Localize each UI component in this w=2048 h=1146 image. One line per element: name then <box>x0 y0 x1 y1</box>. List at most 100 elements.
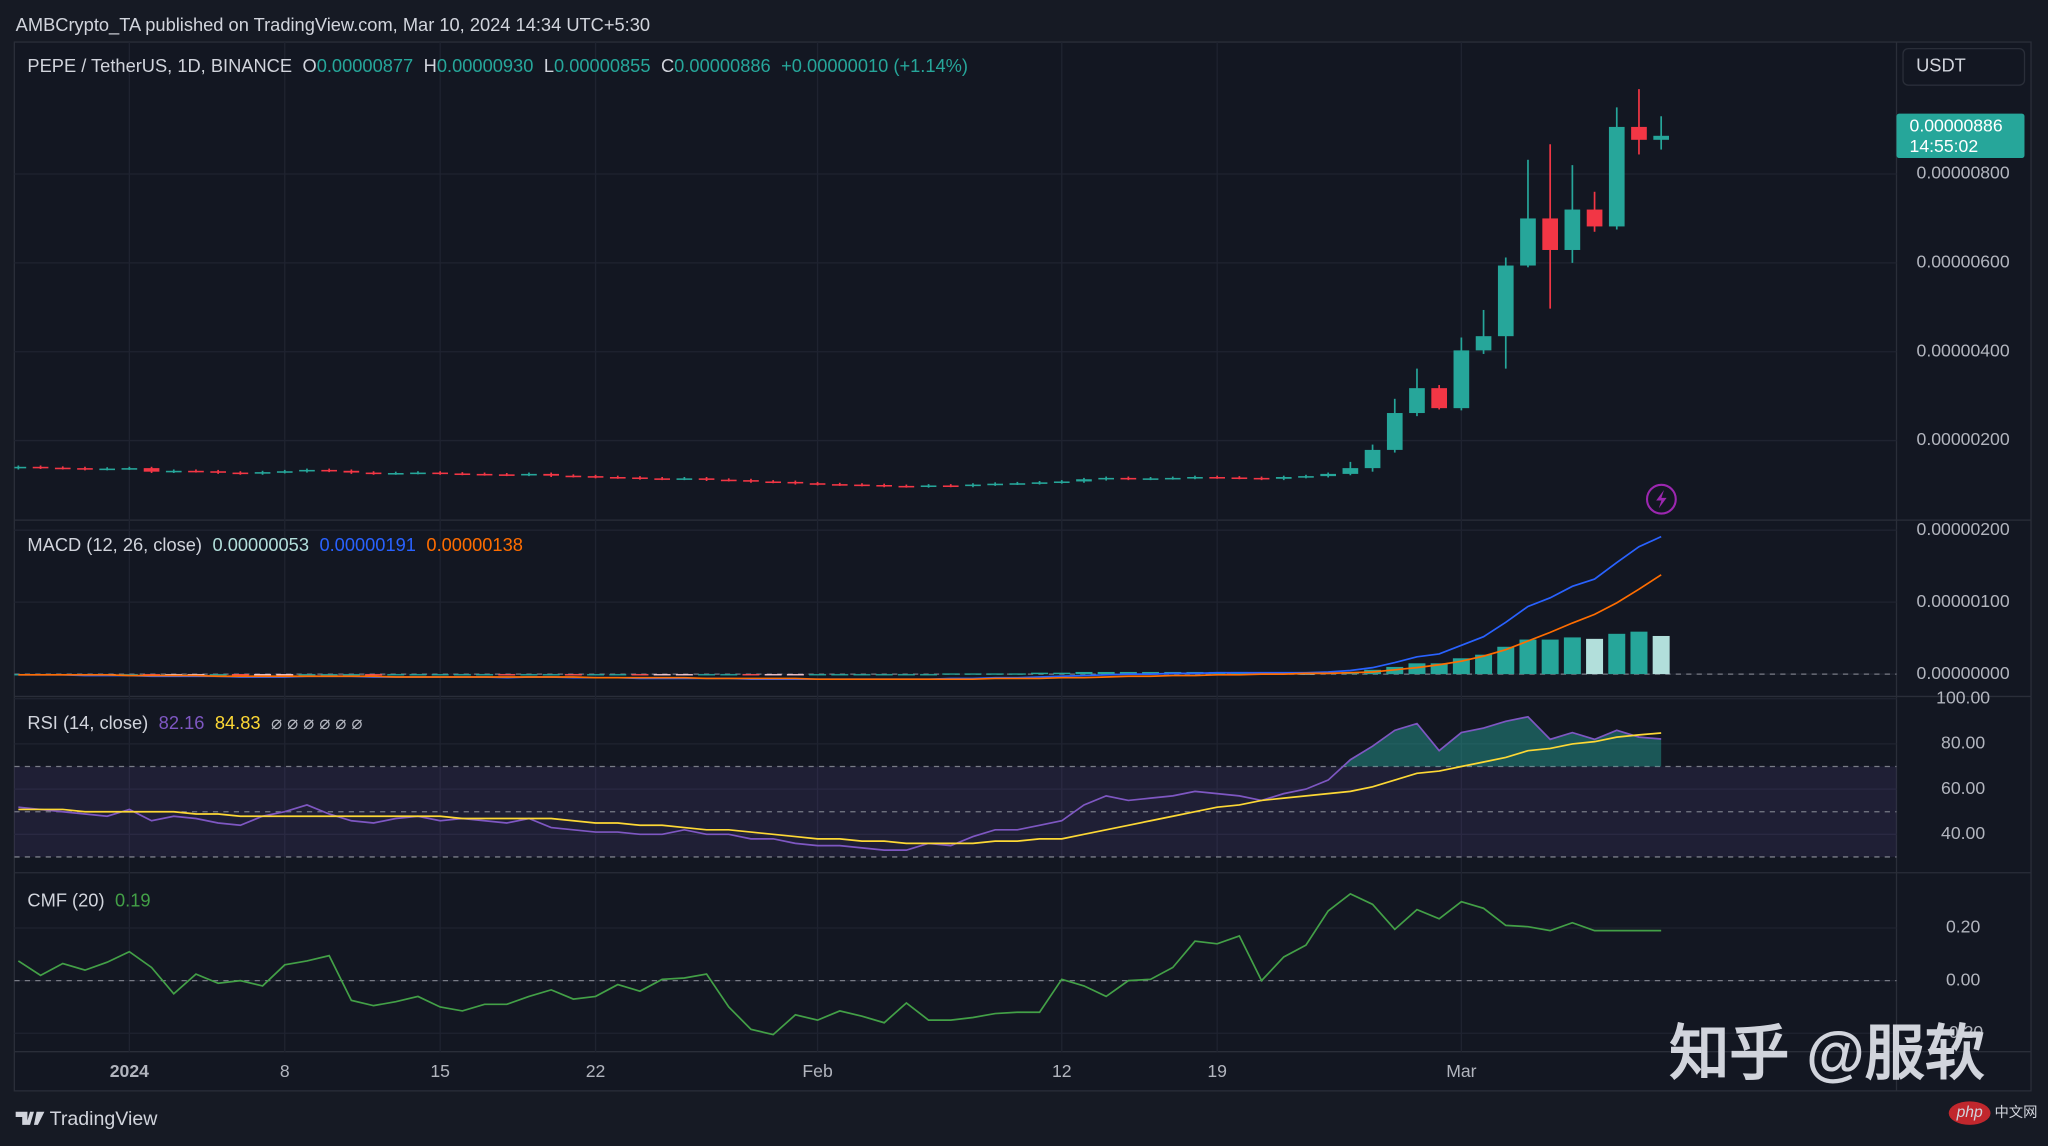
x-tick-label: 8 <box>280 1061 290 1081</box>
histogram-bar <box>409 674 427 676</box>
candle-body <box>321 469 338 472</box>
candle-body <box>676 478 693 480</box>
histogram-bar <box>1586 638 1604 675</box>
candle-body <box>387 473 404 475</box>
candle-body <box>210 471 227 473</box>
alert-icon[interactable] <box>1645 483 1677 515</box>
candle-body <box>1542 218 1559 250</box>
candle-body <box>1520 218 1536 266</box>
candle-body <box>454 473 471 476</box>
ohlc-key: O <box>302 55 316 76</box>
alert-bolt[interactable] <box>1656 490 1667 509</box>
candle-body <box>1453 350 1470 409</box>
histogram-bar <box>1652 635 1670 675</box>
rsi-line <box>18 715 1662 851</box>
histogram-bar <box>853 674 871 676</box>
ohlc-value: 0.00000930 <box>437 55 534 76</box>
candle-body <box>1631 126 1647 140</box>
candle-body <box>787 481 804 484</box>
candle-body <box>1564 209 1581 250</box>
candle-body <box>987 483 1004 486</box>
candle-body <box>365 472 382 475</box>
candle-body <box>1031 482 1048 484</box>
candle-body <box>77 468 93 470</box>
ohlc-value: 0.00000877 <box>317 55 414 76</box>
histogram-bar <box>320 674 338 676</box>
candle-body <box>54 467 71 470</box>
x-tick-label: 2024 <box>110 1061 149 1081</box>
indicator-value: 0.19 <box>115 889 151 910</box>
histogram-bar <box>1608 633 1626 675</box>
candle-body <box>1076 479 1092 482</box>
legend: PEPE / TetherUS, 1D, BINANCE O0.00000877 H… <box>27 55 968 76</box>
ohlc-key: C <box>661 55 674 76</box>
histogram-bar <box>1519 639 1537 675</box>
y-tick-label: 0.00000100 <box>1917 591 2010 611</box>
symbol: PEPE / TetherUS, 1D, BINANCE <box>27 55 292 76</box>
y-tick-label: 40.00 <box>1941 823 1985 843</box>
histogram-bar <box>875 674 893 676</box>
candle-body <box>1653 135 1670 140</box>
cmf-line <box>17 892 1662 1036</box>
change: +0.00000010 (+1.14%) <box>781 55 968 76</box>
candle-body <box>854 484 870 487</box>
y-tick-label: -0.20 <box>1943 1022 1983 1042</box>
y-tick-label: 80.00 <box>1941 733 1985 753</box>
histogram-bar <box>1430 663 1448 675</box>
indicator-value: 0.00000053 <box>212 534 309 555</box>
candle-body <box>743 480 759 482</box>
indicator-value: 82.16 <box>159 712 205 733</box>
ohlc-key: L <box>544 55 554 76</box>
x-tick-label: 15 <box>430 1061 450 1081</box>
candle-body <box>942 485 959 488</box>
currency-button[interactable] <box>1902 47 2026 86</box>
macd-line <box>18 574 1662 681</box>
candle-body <box>1231 477 1248 480</box>
candle-body <box>1009 483 1026 485</box>
brand-logo: TradingView <box>15 1108 159 1130</box>
brand-icon <box>15 1111 45 1125</box>
indicator-value: 0.00000191 <box>319 534 416 555</box>
currency[interactable]: USDT <box>1916 55 1966 76</box>
published-line: AMBCrypto_TA published on TradingView.co… <box>16 14 650 36</box>
histogram-bar <box>476 674 494 676</box>
histogram-bar <box>897 674 915 676</box>
histogram-bar <box>698 674 716 676</box>
candle-body <box>521 473 537 476</box>
histogram-bar <box>1475 654 1493 675</box>
chart-area <box>13 41 2032 1092</box>
candle-body <box>188 470 204 473</box>
y-tick-label: 100.00 <box>1936 687 1990 707</box>
candle-body <box>32 466 49 469</box>
indicator-title: CMF (20) <box>27 889 104 910</box>
histogram-bar <box>964 673 982 675</box>
candle-body <box>1364 449 1381 469</box>
histogram-bar <box>254 674 272 676</box>
ohlc-key: H <box>424 55 437 76</box>
candle-body <box>1253 477 1270 480</box>
legend: MACD (12, 26, close) 0.00000053 0.00000191… <box>27 534 523 555</box>
candle-body <box>299 469 315 472</box>
legend: CMF (20) 0.19 <box>27 889 150 910</box>
histogram-bar <box>453 674 471 676</box>
x-tick-label: 12 <box>1052 1061 1072 1081</box>
y-tick-label: 0.00000400 <box>1917 340 2010 360</box>
candle-body <box>898 485 915 488</box>
candle-body <box>343 470 360 473</box>
histogram-bar <box>209 674 227 676</box>
histogram-bar <box>742 674 760 676</box>
y-tick-label: 0.00000800 <box>1917 163 2010 183</box>
candle-body <box>1431 388 1448 409</box>
site-mark: php <box>1956 1104 1983 1121</box>
candle-body <box>1053 481 1070 484</box>
last-price: 0.00000886 <box>1910 115 2003 135</box>
candle-body <box>410 472 426 475</box>
candle-body <box>143 468 160 472</box>
brand-name: TradingView <box>50 1108 159 1130</box>
histogram-bar <box>542 674 560 676</box>
histogram-bar <box>986 673 1004 675</box>
histogram-bar <box>431 674 449 676</box>
histogram-bar <box>1075 671 1093 675</box>
histogram-bar <box>1142 671 1160 675</box>
